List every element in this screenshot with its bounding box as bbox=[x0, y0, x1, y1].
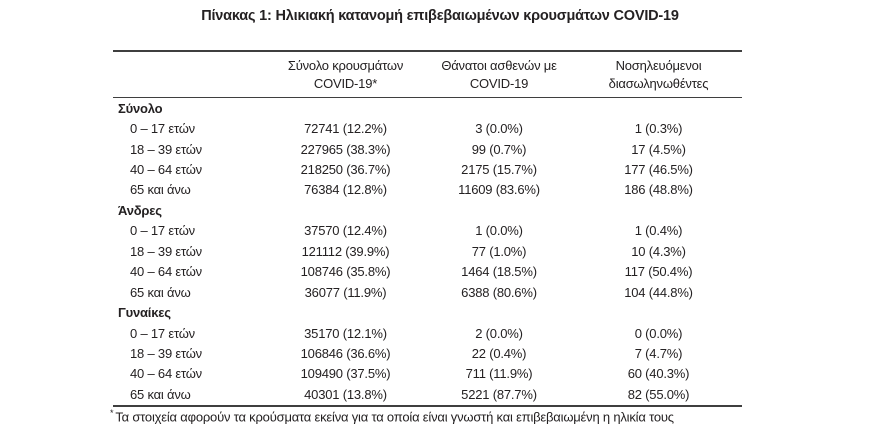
table-row: 18 – 39 ετών 106846 (36.6%) 22 (0.4%) 7 … bbox=[113, 343, 742, 363]
header-intubated-line1: Νοσηλευόμενοι bbox=[615, 58, 702, 73]
deaths-cell: 1464 (18.5%) bbox=[461, 264, 537, 280]
table-row: 65 και άνω 40301 (13.8%) 5221 (87.7%) 82… bbox=[113, 384, 742, 404]
table-row: 18 – 39 ετών 227965 (38.3%) 99 (0.7%) 17… bbox=[113, 139, 742, 159]
footnote-asterisk: * bbox=[110, 408, 114, 418]
age-label: 65 και άνω bbox=[130, 386, 191, 402]
table-row: 65 και άνω 76384 (12.8%) 11609 (83.6%) 1… bbox=[113, 180, 742, 200]
deaths-cell: 6388 (80.6%) bbox=[461, 284, 537, 300]
header-intubated: Νοσηλευόμενοι διασωληνωθέντες bbox=[575, 57, 742, 93]
cases-cell: 227965 (38.3%) bbox=[300, 141, 391, 157]
age-label: 65 και άνω bbox=[130, 182, 191, 198]
deaths-cell: 5221 (87.7%) bbox=[461, 386, 537, 402]
cases-cell: 109490 (37.5%) bbox=[300, 366, 391, 382]
header-total-cases-line1: Σύνολο κρουσμάτων bbox=[287, 58, 404, 73]
intubated-cell: 177 (46.5%) bbox=[624, 162, 693, 178]
intubated-cell: 0 (0.0%) bbox=[634, 325, 683, 341]
table-row: 65 και άνω 36077 (11.9%) 6388 (80.6%) 10… bbox=[113, 282, 742, 302]
deaths-cell: 11609 (83.6%) bbox=[458, 182, 540, 198]
table-row: 0 – 17 ετών 72741 (12.2%) 3 (0.0%) 1 (0.… bbox=[113, 118, 742, 138]
intubated-cell: 17 (4.5%) bbox=[631, 141, 686, 157]
deaths-cell: 22 (0.4%) bbox=[471, 345, 527, 361]
section-label: Γυναίκες bbox=[118, 305, 171, 321]
table-row: 0 – 17 ετών 37570 (12.4%) 1 (0.0%) 1 (0.… bbox=[113, 221, 742, 241]
intubated-cell: 10 (4.3%) bbox=[631, 243, 686, 259]
intubated-cell: 1 (0.3%) bbox=[634, 121, 683, 137]
deaths-cell: 2 (0.0%) bbox=[475, 325, 523, 341]
table-row: 18 – 39 ετών 121112 (39.9%) 77 (1.0%) 10… bbox=[113, 241, 742, 261]
section-label: Σύνολο bbox=[118, 100, 163, 116]
table-row: 40 – 64 ετών 218250 (36.7%) 2175 (15.7%)… bbox=[113, 159, 742, 179]
deaths-cell: 711 (11.9%) bbox=[465, 366, 533, 382]
age-label: 40 – 64 ετών bbox=[130, 366, 202, 382]
cases-cell: 37570 (12.4%) bbox=[304, 223, 387, 239]
header-deaths-line2: COVID-19 bbox=[469, 76, 529, 91]
table-header-row: Σύνολο κρουσμάτων COVID-19* Θάνατοι ασθε… bbox=[113, 52, 742, 98]
deaths-cell: 2175 (15.7%) bbox=[461, 162, 537, 178]
deaths-cell: 1 (0.0%) bbox=[475, 223, 523, 239]
section-header-men: Άνδρες bbox=[113, 200, 742, 220]
cases-cell: 76384 (12.8%) bbox=[304, 182, 387, 198]
covid-age-distribution-table: Σύνολο κρουσμάτων COVID-19* Θάνατοι ασθε… bbox=[113, 50, 742, 407]
header-spacer bbox=[113, 57, 268, 93]
age-label: 0 – 17 ετών bbox=[130, 325, 195, 341]
intubated-cell: 60 (40.3%) bbox=[627, 366, 690, 382]
intubated-cell: 7 (4.7%) bbox=[634, 345, 683, 361]
table-row: 0 – 17 ετών 35170 (12.1%) 2 (0.0%) 0 (0.… bbox=[113, 323, 742, 343]
age-label: 40 – 64 ετών bbox=[130, 162, 202, 178]
intubated-cell: 186 (48.8%) bbox=[624, 182, 693, 198]
table-body: Σύνολο 0 – 17 ετών 72741 (12.2%) 3 (0.0%… bbox=[113, 98, 742, 405]
age-label: 0 – 17 ετών bbox=[130, 223, 195, 239]
header-intubated-line2: διασωληνωθέντες bbox=[608, 76, 709, 91]
cases-cell: 40301 (13.8%) bbox=[304, 386, 387, 402]
header-deaths-line1: Θάνατοι ασθενών με bbox=[441, 58, 557, 73]
intubated-cell: 117 (50.4%) bbox=[624, 264, 693, 280]
section-header-total: Σύνολο bbox=[113, 98, 742, 118]
header-deaths: Θάνατοι ασθενών με COVID-19 bbox=[423, 57, 575, 93]
section-header-women: Γυναίκες bbox=[113, 302, 742, 322]
age-label: 18 – 39 ετών bbox=[130, 243, 202, 259]
age-label: 18 – 39 ετών bbox=[130, 141, 202, 157]
header-total-cases: Σύνολο κρουσμάτων COVID-19* bbox=[268, 57, 423, 93]
age-label: 0 – 17 ετών bbox=[130, 121, 195, 137]
cases-cell: 35170 (12.1%) bbox=[304, 325, 387, 341]
cases-cell: 218250 (36.7%) bbox=[300, 162, 391, 178]
deaths-cell: 99 (0.7%) bbox=[471, 141, 527, 157]
cases-cell: 72741 (12.2%) bbox=[304, 121, 387, 137]
footnote-text: Τα στοιχεία αφορούν τα κρούσματα εκείνα … bbox=[115, 409, 674, 425]
cases-cell: 36077 (11.9%) bbox=[304, 284, 387, 300]
section-label: Άνδρες bbox=[118, 202, 162, 218]
intubated-cell: 1 (0.4%) bbox=[634, 223, 683, 239]
age-label: 40 – 64 ετών bbox=[130, 264, 202, 280]
table-row: 40 – 64 ετών 109490 (37.5%) 711 (11.9%) … bbox=[113, 364, 742, 384]
cases-cell: 108746 (35.8%) bbox=[300, 264, 391, 280]
table-footnote: * Τα στοιχεία αφορούν τα κρούσματα εκείνα… bbox=[110, 408, 674, 424]
table-row: 40 – 64 ετών 108746 (35.8%) 1464 (18.5%)… bbox=[113, 262, 742, 282]
cases-cell: 121112 (39.9%) bbox=[301, 243, 390, 259]
cases-cell: 106846 (36.6%) bbox=[300, 345, 391, 361]
age-label: 18 – 39 ετών bbox=[130, 345, 202, 361]
intubated-cell: 104 (44.8%) bbox=[624, 284, 693, 300]
age-label: 65 και άνω bbox=[130, 284, 191, 300]
deaths-cell: 3 (0.0%) bbox=[475, 121, 523, 137]
deaths-cell: 77 (1.0%) bbox=[471, 243, 527, 259]
header-total-cases-line2: COVID-19* bbox=[313, 76, 378, 91]
table-title: Πίνακας 1: Ηλικιακή κατανομή επιβεβαιωμέ… bbox=[201, 8, 679, 24]
intubated-cell: 82 (55.0%) bbox=[627, 386, 690, 402]
